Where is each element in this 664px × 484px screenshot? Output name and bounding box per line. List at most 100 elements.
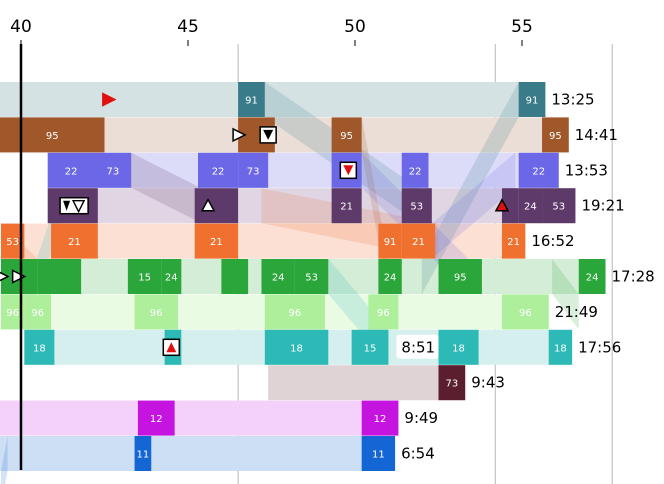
segment-label: 96 bbox=[150, 308, 163, 319]
event-markers bbox=[0, 92, 510, 357]
segment-label: 22 bbox=[212, 166, 225, 177]
segment-label: 24 bbox=[384, 273, 397, 284]
row-segment bbox=[501, 223, 526, 259]
inline-label: 8:51 bbox=[401, 338, 435, 356]
segment-label: 96 bbox=[31, 308, 44, 319]
row-end-label: 9:43 bbox=[471, 374, 505, 392]
segment-label: 53 bbox=[305, 273, 318, 284]
segment-label: 95 bbox=[46, 131, 59, 142]
row-segment bbox=[294, 259, 329, 294]
row-end-label: 13:53 bbox=[565, 161, 608, 179]
row-segment bbox=[0, 223, 25, 259]
row-segment bbox=[238, 82, 265, 117]
row-segment bbox=[161, 259, 182, 294]
row-segment bbox=[548, 329, 573, 365]
triangle-down-icon bbox=[63, 200, 71, 211]
row-segment bbox=[221, 259, 249, 294]
x-tick-label: 40 bbox=[10, 17, 32, 37]
segment-label: 96 bbox=[289, 308, 302, 319]
row-segment bbox=[0, 82, 94, 117]
segment-label: 53 bbox=[6, 237, 19, 248]
transfer-link bbox=[552, 259, 579, 330]
row-segment bbox=[127, 259, 162, 294]
row-end-label: 9:49 bbox=[404, 409, 438, 427]
row-segment bbox=[268, 365, 438, 400]
row-segment bbox=[401, 223, 436, 259]
row-segment bbox=[51, 223, 98, 259]
play-icon bbox=[232, 127, 247, 143]
segment-label: 18 bbox=[33, 343, 46, 354]
x-tick-label: 45 bbox=[177, 17, 199, 37]
row-segment bbox=[238, 152, 269, 188]
segment-label: 24 bbox=[165, 273, 178, 284]
row-segment bbox=[24, 294, 52, 330]
segment-label: 24 bbox=[524, 202, 537, 213]
segment-label: 21 bbox=[412, 237, 425, 248]
row-segment bbox=[0, 117, 105, 153]
segment-label: 11 bbox=[372, 450, 385, 461]
row-segment bbox=[264, 329, 329, 365]
row-segments bbox=[0, 82, 606, 471]
row-segment bbox=[518, 188, 543, 224]
segment-label: 22 bbox=[65, 166, 78, 177]
segment-label: 22 bbox=[409, 166, 422, 177]
row-end-labels: 13:25 14:41 13:53 19:21 16:52 17:28 21:49 17:56… bbox=[396, 91, 655, 463]
row-end-label: 6:54 bbox=[401, 445, 435, 463]
row-segment bbox=[94, 152, 132, 188]
row-segment bbox=[331, 117, 362, 153]
row-segment bbox=[438, 259, 482, 294]
row-segment bbox=[194, 223, 239, 259]
segment-label: 53 bbox=[410, 202, 423, 213]
row-band bbox=[268, 365, 466, 401]
segment-label: 96 bbox=[519, 308, 532, 319]
segment-label: 91 bbox=[384, 237, 397, 248]
segment-label: 96 bbox=[6, 308, 19, 319]
segment-label: 53 bbox=[552, 202, 565, 213]
row-segment bbox=[137, 400, 175, 436]
row-segment bbox=[264, 294, 325, 330]
row-segment bbox=[198, 152, 239, 188]
transfer-link bbox=[131, 152, 202, 224]
row-end-label: 14:41 bbox=[575, 126, 618, 144]
x-tick-label: 50 bbox=[344, 17, 366, 37]
row-end-label: 17:28 bbox=[612, 268, 655, 286]
row-end-label: 13:25 bbox=[551, 91, 594, 109]
segment-label: 91 bbox=[526, 96, 539, 107]
transfer-link bbox=[431, 152, 516, 259]
row-band bbox=[0, 400, 399, 436]
play-icon bbox=[11, 269, 27, 284]
row-segment bbox=[261, 259, 295, 294]
play-icon bbox=[0, 271, 10, 282]
segment-label: 12 bbox=[150, 414, 163, 425]
segment-label: 21 bbox=[68, 237, 81, 248]
row-segment bbox=[438, 365, 466, 401]
row-segment bbox=[175, 401, 362, 436]
segment-label: 95 bbox=[549, 131, 562, 142]
segment-label: 73 bbox=[106, 166, 119, 177]
segment-label: 21 bbox=[507, 237, 520, 248]
inline-label-bg bbox=[396, 334, 439, 359]
row-segment bbox=[47, 152, 95, 188]
row-band bbox=[47, 152, 559, 188]
segment-label: 24 bbox=[272, 273, 285, 284]
row-segment bbox=[542, 117, 569, 153]
segment-label: 12 bbox=[374, 414, 387, 425]
transfer-link bbox=[361, 152, 469, 294]
play-icon bbox=[102, 92, 117, 107]
row-band bbox=[47, 188, 576, 224]
segment-labels: 91 91 95 95 95 22 73 22 73 22 22 21 53 24 53 53 21 21 91 21… bbox=[6, 96, 598, 461]
row-end-label: 19:21 bbox=[581, 197, 624, 215]
segment-label: 95 bbox=[454, 273, 467, 284]
segment-label: 15 bbox=[364, 343, 377, 354]
row-segment bbox=[401, 188, 432, 224]
segment-label: 96 bbox=[377, 308, 390, 319]
segment-label: 73 bbox=[445, 379, 458, 390]
row-segment bbox=[542, 188, 576, 224]
row-end-label: 17:56 bbox=[578, 338, 621, 356]
row-segment bbox=[501, 294, 549, 330]
row-segment bbox=[194, 188, 239, 224]
segment-label: 11 bbox=[137, 450, 150, 461]
row-segment bbox=[378, 259, 402, 294]
segment-label: 18 bbox=[290, 343, 303, 354]
